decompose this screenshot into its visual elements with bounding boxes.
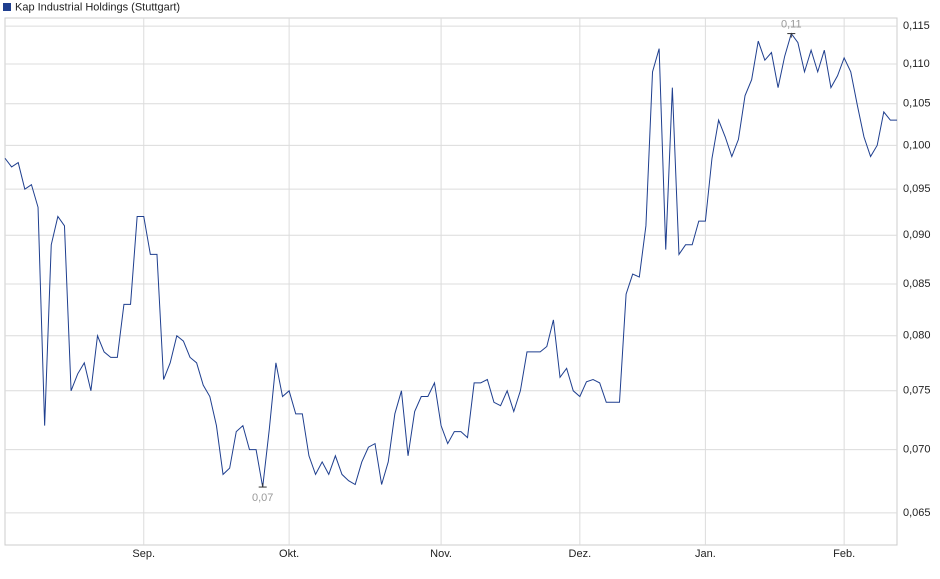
data-line bbox=[4, 32, 897, 488]
value-label: 0,11 bbox=[781, 18, 802, 30]
y-tick-label: 0,075 bbox=[903, 385, 931, 397]
x-tick-label: Feb. bbox=[833, 548, 855, 560]
y-tick-label: 0,100 bbox=[903, 139, 931, 151]
legend-swatch bbox=[3, 3, 11, 11]
y-tick-label: 0,085 bbox=[903, 278, 931, 290]
legend-label: Kap Industrial Holdings (Stuttgart) bbox=[15, 1, 180, 13]
y-tick-label: 0,065 bbox=[903, 507, 931, 519]
y-tick-label: 0,070 bbox=[903, 444, 931, 456]
value-label: 0,07 bbox=[252, 492, 273, 504]
x-tick-label: Dez. bbox=[569, 548, 592, 560]
y-tick-label: 0,115 bbox=[903, 20, 930, 32]
x-tick-label: Jan. bbox=[695, 548, 716, 560]
y-tick-label: 0,105 bbox=[903, 98, 931, 110]
x-tick-label: Nov. bbox=[430, 548, 452, 560]
y-tick-label: 0,090 bbox=[903, 229, 931, 241]
x-tick-label: Okt. bbox=[279, 548, 299, 560]
y-tick-label: 0,110 bbox=[903, 58, 930, 70]
x-tick-label: Sep. bbox=[132, 548, 155, 560]
y-tick-label: 0,080 bbox=[903, 330, 931, 342]
y-tick-label: 0,095 bbox=[903, 183, 931, 195]
plot-area bbox=[4, 17, 898, 546]
